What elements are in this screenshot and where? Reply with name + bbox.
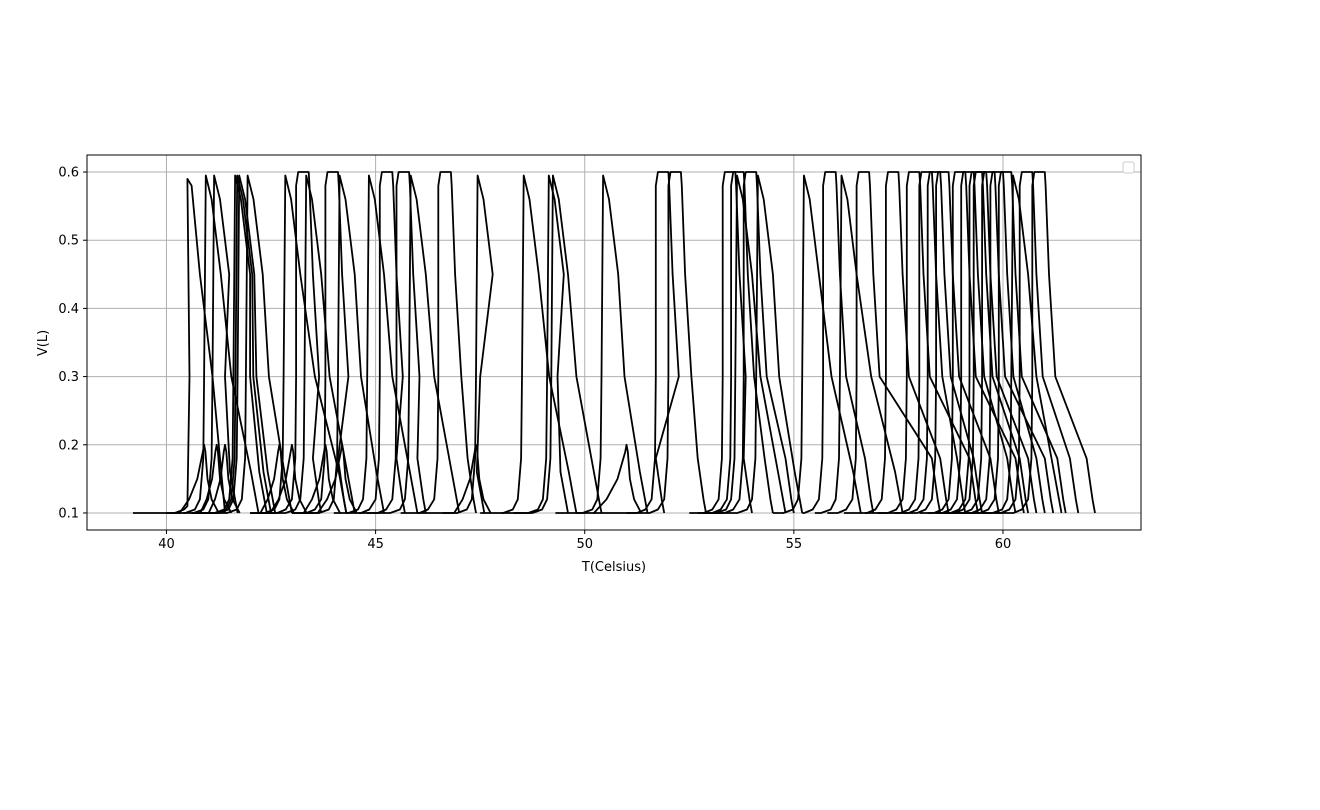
hysteresis-curve	[199, 174, 277, 514]
hysteresis-curve	[367, 174, 461, 514]
y-tick-label: 0.2	[58, 438, 79, 453]
hysteresis-curve	[894, 171, 983, 514]
y-tick-label: 0.5	[58, 234, 79, 249]
y-axis-label: V(L)	[36, 330, 51, 356]
hysteresis-curve	[969, 174, 1063, 514]
hysteresis-curve	[208, 174, 293, 514]
hysteresis-curve	[400, 171, 477, 514]
partial-curve	[250, 443, 295, 514]
hysteresis-curve	[814, 174, 904, 514]
hysteresis-curve	[710, 174, 804, 514]
hysteresis-curve	[927, 171, 1017, 514]
hysteresis-curve	[940, 171, 1038, 514]
partial-curve	[304, 443, 358, 514]
hysteresis-curve	[902, 171, 1000, 514]
hysteresis-curve	[133, 178, 226, 514]
x-tick-label: 60	[995, 537, 1012, 552]
hysteresis-curve	[982, 171, 1080, 514]
hysteresis-curve	[919, 171, 1025, 514]
partial-curve	[258, 443, 308, 514]
hysteresis-curve	[358, 171, 427, 514]
hysteresis-curve	[333, 174, 419, 514]
curves	[133, 171, 1096, 514]
x-axis-label: T(Celsius)	[581, 560, 646, 575]
hysteresis-curve	[501, 174, 569, 514]
hysteresis-curve	[346, 171, 406, 514]
hysteresis-curve	[952, 171, 1046, 514]
x-tick-label: 45	[367, 537, 384, 552]
hysteresis-curve	[513, 174, 603, 514]
y-tick-label: 0.6	[58, 166, 79, 181]
hysteresis-curve	[865, 171, 979, 514]
plot-frame	[86, 154, 1142, 531]
hysteresis-curve	[174, 174, 260, 514]
hysteresis-curve	[291, 171, 350, 514]
hysteresis-curve	[994, 171, 1096, 514]
hysteresis-curve	[701, 174, 787, 514]
partial-curve	[199, 443, 241, 514]
legend-box	[1122, 161, 1135, 174]
hysteresis-curve	[844, 171, 950, 514]
hysteresis-curve	[555, 174, 649, 514]
x-tick-label: 50	[576, 537, 593, 552]
hysteresis-curve	[593, 171, 680, 514]
hysteresis-curve	[266, 174, 356, 514]
x-tick-label: 40	[158, 537, 175, 552]
hysteresis-curve	[417, 174, 494, 514]
y-tick-label: 0.3	[58, 370, 79, 385]
hysteresis-curve	[827, 171, 942, 514]
y-tick-label: 0.1	[58, 506, 79, 521]
hysteresis-curve	[689, 171, 753, 514]
partial-curve	[191, 443, 233, 514]
hysteresis-curve	[250, 174, 348, 514]
hysteresis-curve	[772, 174, 862, 514]
hysteresis-curve	[961, 171, 1067, 514]
hysteresis-curve	[706, 171, 795, 514]
partial-curve	[576, 443, 642, 514]
y-tick-label: 0.4	[58, 302, 79, 317]
x-tick-label: 55	[786, 537, 803, 552]
partial-curve	[442, 443, 492, 514]
hysteresis-curve	[480, 174, 578, 514]
x-axis-ticks: 40 45 50 55 60	[158, 530, 1011, 552]
y-axis-ticks: 0.1 0.2 0.3 0.4 0.5 0.6	[58, 166, 87, 521]
hysteresis-curve	[697, 171, 774, 514]
hysteresis-curve	[300, 174, 385, 514]
hysteresis-curve	[626, 171, 707, 514]
hysteresis-curve	[183, 174, 239, 514]
hysteresis-curve	[802, 171, 875, 514]
hysteresis-curve	[258, 171, 323, 514]
